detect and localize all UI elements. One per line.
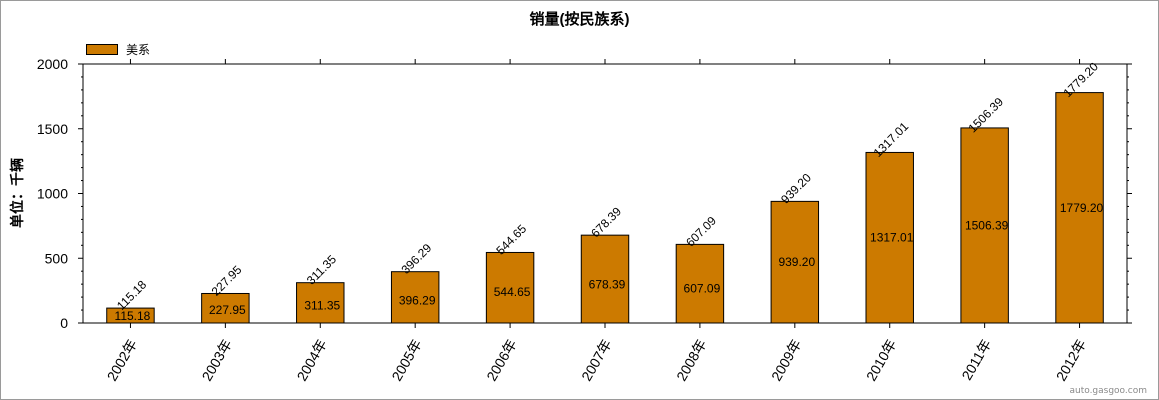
x-tick-label: 2012年 [1053, 337, 1089, 384]
y-tick-label: 500 [45, 250, 69, 266]
bar [390, 271, 440, 324]
bar [485, 251, 535, 324]
x-tick-label: 2004年 [293, 337, 329, 384]
x-tick-label: 2006年 [483, 337, 519, 384]
x-tick-label: 2011年 [958, 337, 994, 383]
bar [865, 151, 914, 324]
bar [675, 243, 725, 324]
bar-value-label-inside: 1779.20 [1060, 201, 1104, 215]
y-tick-label: 0 [60, 315, 68, 331]
legend-label: 美系 [126, 43, 151, 57]
bar-value-label-inside: 678.39 [589, 277, 626, 291]
bar-value-label-inside: 544.65 [494, 285, 531, 299]
legend: 美系 [86, 41, 150, 58]
watermark: auto.gasgoo.com [1069, 386, 1147, 396]
bar-value-label-inside: 939.20 [778, 255, 815, 269]
bar [960, 127, 1009, 324]
bar [1055, 92, 1104, 324]
chart-title: 销量(按民族系) [529, 11, 630, 28]
bar-value-label-inside: 1506.39 [965, 218, 1009, 232]
x-tick-label: 2002年 [104, 337, 140, 384]
bar [296, 282, 345, 324]
bar-value-label-above: 311.35 [304, 252, 339, 287]
x-tick-label: 2003年 [199, 337, 235, 384]
bar [770, 200, 820, 324]
legend-swatch [86, 44, 118, 55]
x-tick-label: 2009年 [768, 337, 804, 384]
bar-value-label-inside: 227.95 [209, 303, 246, 317]
bar-value-label-inside: 311.35 [304, 298, 340, 312]
bar [201, 292, 250, 324]
bar-value-label-above: 115.18 [114, 277, 149, 312]
y-tick-label: 1000 [37, 186, 68, 202]
y-tick-label: 2000 [37, 56, 68, 72]
x-tick-label: 2007年 [578, 337, 614, 384]
bar-value-label-inside: 115.18 [115, 309, 151, 323]
x-tick-label: 2005年 [388, 337, 424, 384]
bar-value-label-inside: 396.29 [399, 293, 436, 307]
bar-value-label-inside: 607.09 [684, 281, 721, 295]
x-tick-label: 2010年 [863, 337, 899, 384]
y-tick-label: 1500 [37, 121, 68, 137]
x-tick-label: 2008年 [673, 337, 709, 384]
bar-value-label-inside: 1317.01 [870, 231, 914, 245]
